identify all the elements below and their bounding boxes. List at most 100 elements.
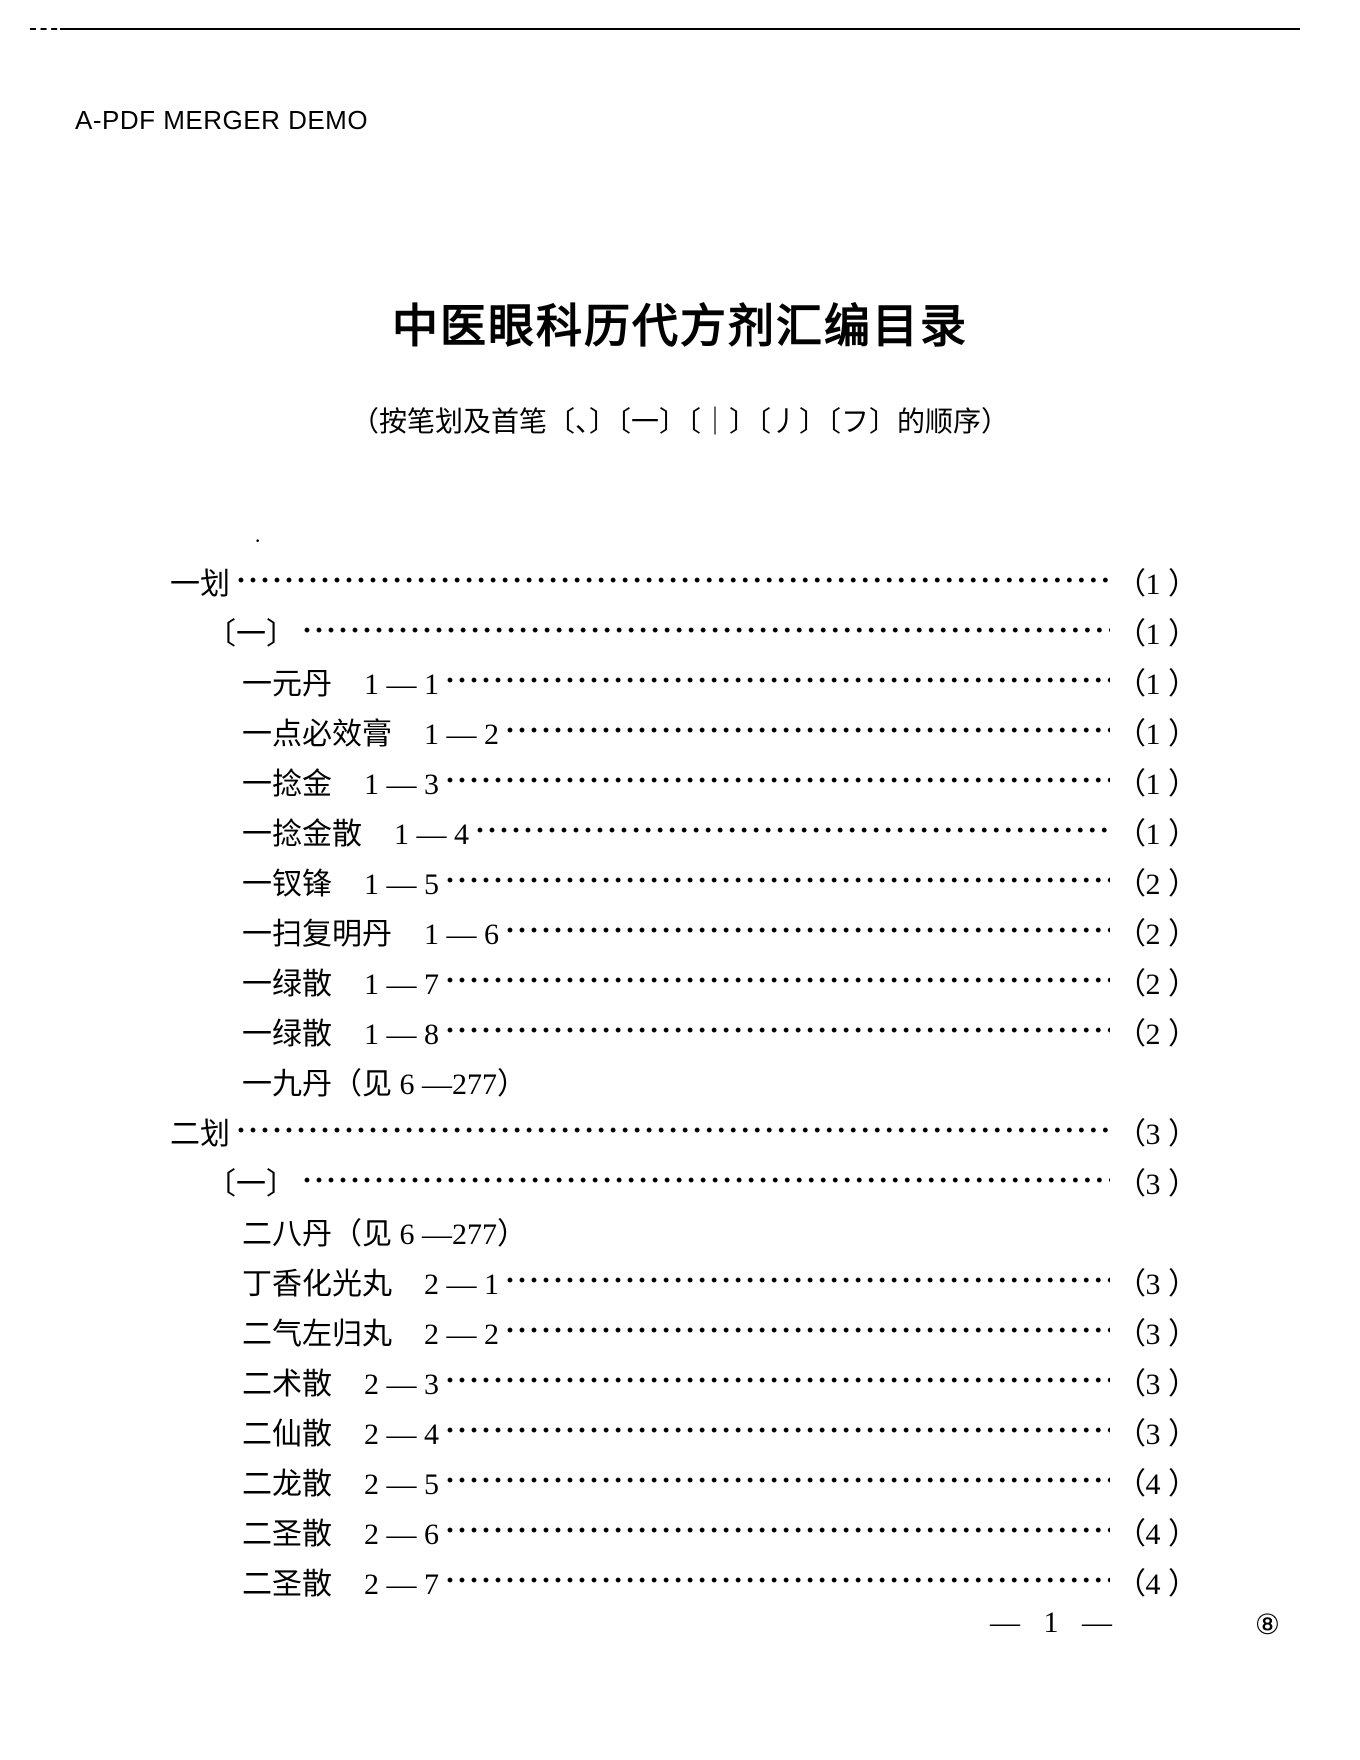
paren-right: ） [1168, 770, 1190, 800]
toc-row: 一元丹1 — 1（1） [170, 670, 1190, 700]
paren-right: ） [1168, 1320, 1190, 1350]
toc-label: 二气左归丸 [242, 1320, 392, 1350]
toc-label: 一元丹 [242, 670, 332, 700]
toc-leader-dots [302, 616, 1110, 646]
paren-left: （ [1116, 670, 1138, 700]
paren-right: ） [1168, 1020, 1190, 1050]
paren-right: ） [1168, 1120, 1190, 1150]
toc-page-cell: （1） [1116, 620, 1190, 650]
paren-right: ） [1168, 1570, 1190, 1600]
toc-code: 2 — 6 [364, 1520, 439, 1550]
toc-page-number: 1 [1138, 570, 1168, 600]
toc-page-cell: （3） [1116, 1420, 1190, 1450]
toc-row: 一点必效膏1 — 2（1） [170, 720, 1190, 750]
toc-row: 一九丹（见 6 —277） [170, 1070, 1190, 1100]
toc-leader-dots [445, 1566, 1110, 1596]
toc-row: 二划（3） [170, 1120, 1190, 1150]
toc-label: 一划 [170, 570, 230, 600]
toc-page-number: 2 [1138, 920, 1168, 950]
toc-page-cell: （4） [1116, 1570, 1190, 1600]
toc-label: 丁香化光丸 [242, 1270, 392, 1300]
paren-right: ） [1168, 1520, 1190, 1550]
toc-page-number: 3 [1138, 1170, 1168, 1200]
toc-row: 一捻金散1 — 4（1） [170, 820, 1190, 850]
toc-page-cell: （2） [1116, 870, 1190, 900]
toc-page-number: 2 [1138, 870, 1168, 900]
paren-right: ） [1168, 870, 1190, 900]
paren-right: ） [1168, 1170, 1190, 1200]
toc-code: 1 — 8 [364, 1020, 439, 1050]
toc-label: 一绿散 [242, 970, 332, 1000]
toc-code: 2 — 5 [364, 1470, 439, 1500]
toc-leader-dots [445, 666, 1110, 696]
toc-code: 1 — 2 [424, 720, 499, 750]
paren-right: ） [1168, 1270, 1190, 1300]
toc-page-number: 2 [1138, 970, 1168, 1000]
toc-page-number: 1 [1138, 820, 1168, 850]
paren-left: （ [1116, 1370, 1138, 1400]
paren-left: （ [1116, 1470, 1138, 1500]
toc-page-cell: （2） [1116, 970, 1190, 1000]
toc-code: 1 — 7 [364, 970, 439, 1000]
paren-right: ） [1168, 1470, 1190, 1500]
paren-right: ） [1168, 920, 1190, 950]
toc-leader-dots [505, 716, 1110, 746]
toc-leader-dots [445, 966, 1110, 996]
paren-left: （ [1116, 1270, 1138, 1300]
toc-row: 丁香化光丸2 — 1（3） [170, 1270, 1190, 1300]
paren-right: ） [1168, 620, 1190, 650]
toc-leader-dots [445, 1516, 1110, 1546]
toc-row: 二气左归丸2 — 2（3） [170, 1320, 1190, 1350]
toc-page-cell: （1） [1116, 570, 1190, 600]
toc-leader-dots [236, 566, 1110, 596]
paren-left: （ [1116, 920, 1138, 950]
toc-leader-dots [505, 916, 1110, 946]
toc-label: 二圣散 [242, 1520, 332, 1550]
toc-label: 一点必效膏 [242, 720, 392, 750]
toc-code: 2 — 7 [364, 1570, 439, 1600]
toc-page-cell: （2） [1116, 920, 1190, 950]
paren-right: ） [1168, 820, 1190, 850]
toc-label: 一九丹（见 6 —277） [242, 1070, 527, 1100]
toc-page-number: 3 [1138, 1420, 1168, 1450]
toc-label: 一捻金散 [242, 820, 362, 850]
toc-page-cell: （4） [1116, 1520, 1190, 1550]
toc-leader-dots [445, 866, 1110, 896]
paren-left: （ [1116, 1320, 1138, 1350]
toc-leader-dots [505, 1266, 1110, 1296]
toc-page-number: 1 [1138, 770, 1168, 800]
toc-code: 2 — 4 [364, 1420, 439, 1450]
toc-label: 一绿散 [242, 1020, 332, 1050]
paren-left: （ [1116, 1170, 1138, 1200]
toc-page-cell: （3） [1116, 1120, 1190, 1150]
paren-left: （ [1116, 1120, 1138, 1150]
paren-left: （ [1116, 820, 1138, 850]
toc-row: 一划 （1） [170, 570, 1190, 600]
toc-leader-dots [475, 816, 1110, 846]
toc-label: 二龙散 [242, 1470, 332, 1500]
paren-left: （ [1116, 1020, 1138, 1050]
footer-page-number: — 1 — [990, 1606, 1120, 1640]
paren-left: （ [1116, 1420, 1138, 1450]
toc-row: 二圣散2 — 7（4） [170, 1570, 1190, 1600]
toc-label: 〔一〕 [206, 1170, 296, 1200]
toc-code: 1 — 6 [424, 920, 499, 950]
toc-leader-dots [445, 766, 1110, 796]
toc-row: 二圣散 2 — 6 （4） [170, 1520, 1190, 1550]
toc-page-cell: （3） [1116, 1320, 1190, 1350]
table-of-contents: 一划（1）〔一〕（1）一元丹1 — 1（1）一点必效膏1 — 2（1）一捻金1 … [170, 570, 1190, 1620]
paren-right: ） [1168, 670, 1190, 700]
toc-code: 1 — 5 [364, 870, 439, 900]
toc-label: 一捻金 [242, 770, 332, 800]
toc-page-number: 3 [1138, 1370, 1168, 1400]
toc-row: 一扫复明丹1 — 6（2） [170, 920, 1190, 950]
top-rule [60, 28, 1300, 30]
paren-right: ） [1168, 970, 1190, 1000]
paren-left: （ [1116, 570, 1138, 600]
paren-right: ） [1168, 1370, 1190, 1400]
toc-label: 二仙散 [242, 1420, 332, 1450]
toc-page-number: 4 [1138, 1570, 1168, 1600]
toc-page-cell: （1） [1116, 820, 1190, 850]
watermark-text: A-PDF MERGER DEMO [75, 105, 368, 136]
toc-page-number: 3 [1138, 1270, 1168, 1300]
